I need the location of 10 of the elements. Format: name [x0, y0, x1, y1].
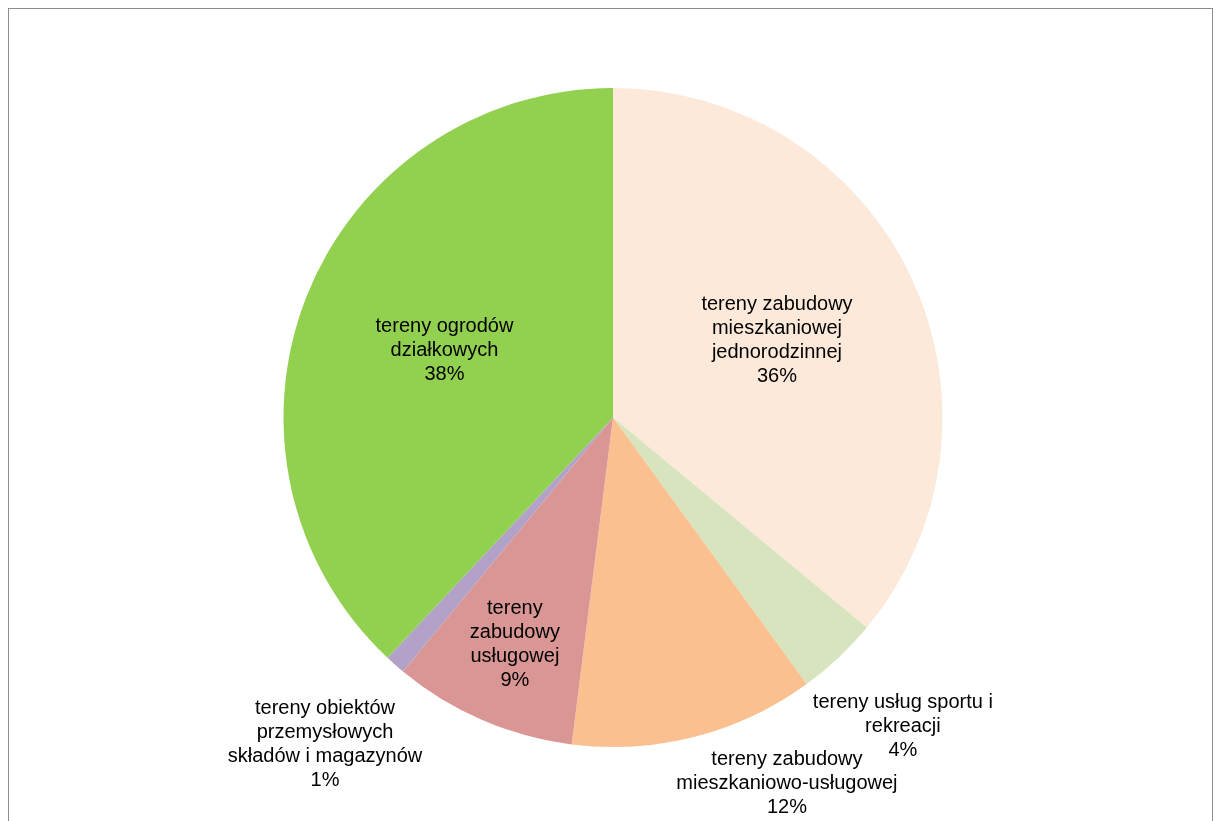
data-label: 9%: [500, 667, 530, 690]
slice-label: tereny zabudowy usługowej: [469, 595, 560, 666]
data-label: 12%: [766, 794, 808, 817]
data-label: 36%: [756, 363, 798, 386]
data-label: 1%: [310, 767, 340, 790]
slice-label: tereny obiektów przemysłowych składów i magazynów: [227, 695, 423, 766]
slice-label: tereny ogrodów działkowych: [375, 314, 514, 361]
data-label: 38%: [424, 362, 465, 385]
slice-label: tereny zabudowy mieszkaniowej jednorodzinnej: [701, 291, 853, 362]
slice-label: tereny usług sportu i rekreacji: [812, 689, 993, 736]
